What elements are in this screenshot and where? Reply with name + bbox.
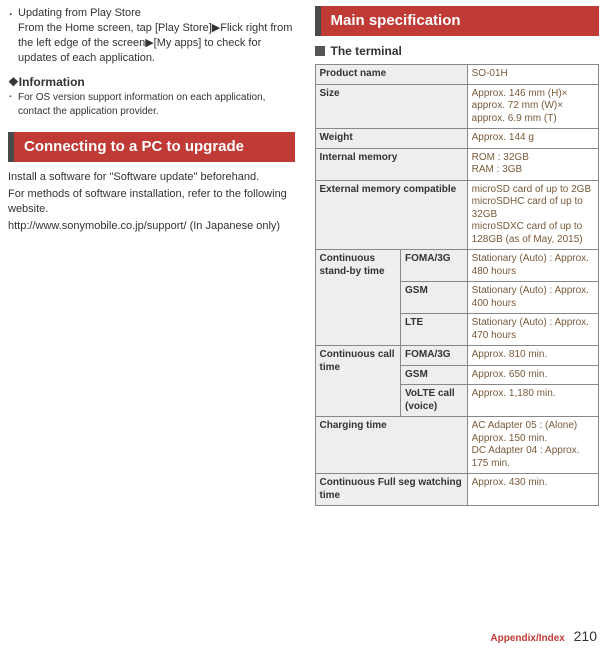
pc-upgrade-p2: For methods of software installation, re… (8, 187, 295, 217)
square-icon (315, 46, 325, 56)
subheading-terminal: The terminal (315, 44, 600, 58)
label-calltime: Continuous call time (315, 346, 401, 417)
value-standby-foma: Stationary (Auto) : Approx. 480 hours (467, 250, 598, 282)
label-internal-memory: Internal memory (315, 148, 467, 180)
footer-page-number: 210 (574, 628, 597, 644)
label-fullseg: Continuous Full seg watching time (315, 474, 467, 506)
update-play-store-body: From the Home screen, tap [Play Store]▶F… (18, 21, 295, 66)
table-row: Size Approx. 146 mm (H)× approx. 72 mm (… (315, 84, 599, 129)
label-product-name: Product name (315, 65, 467, 85)
page-footer: Appendix/Index 210 (490, 628, 597, 644)
bullet-dot-icon: ･ (8, 6, 18, 65)
label-standby-lte: LTE (401, 314, 468, 346)
update-play-store-title: Updating from Play Store (18, 6, 295, 21)
table-row: Continuous Full seg watching time Approx… (315, 474, 599, 506)
value-calltime-volte: Approx. 1,180 min. (467, 385, 598, 417)
label-standby-foma: FOMA/3G (401, 250, 468, 282)
label-charging: Charging time (315, 417, 467, 474)
label-standby-gsm: GSM (401, 282, 468, 314)
value-internal-memory: ROM : 32GBRAM : 3GB (467, 148, 598, 180)
value-standby-gsm: Stationary (Auto) : Approx. 400 hours (467, 282, 598, 314)
information-heading: ❖Information (8, 75, 295, 89)
label-weight: Weight (315, 129, 467, 149)
pc-upgrade-p1: Install a software for "Software update"… (8, 170, 295, 185)
footer-section: Appendix/Index (490, 633, 564, 644)
pc-upgrade-p3: http://www.sonymobile.co.jp/support/ (In… (8, 219, 295, 234)
value-charging: AC Adapter 05 : (Alone) Approx. 150 min.… (467, 417, 598, 474)
table-row: Charging time AC Adapter 05 : (Alone) Ap… (315, 417, 599, 474)
table-row: Product name SO-01H (315, 65, 599, 85)
banner-main-spec: Main specification (315, 6, 600, 36)
table-row: Continuous call time FOMA/3G Approx. 810… (315, 346, 599, 366)
value-standby-lte: Stationary (Auto) : Approx. 470 hours (467, 314, 598, 346)
value-calltime-foma: Approx. 810 min. (467, 346, 598, 366)
table-row: Continuous stand-by time FOMA/3G Station… (315, 250, 599, 282)
value-product-name: SO-01H (467, 65, 598, 85)
value-calltime-gsm: Approx. 650 min. (467, 365, 598, 385)
label-calltime-gsm: GSM (401, 365, 468, 385)
value-fullseg: Approx. 430 min. (467, 474, 598, 506)
value-size: Approx. 146 mm (H)× approx. 72 mm (W)× a… (467, 84, 598, 129)
banner-connecting-pc: Connecting to a PC to upgrade (8, 132, 295, 162)
value-external-memory: microSD card of up to 2GBmicroSDHC card … (467, 180, 598, 250)
label-external-memory: External memory compatible (315, 180, 467, 250)
spec-table: Product name SO-01H Size Approx. 146 mm … (315, 64, 600, 506)
subheading-terminal-text: The terminal (331, 44, 402, 58)
information-bullet: For OS version support information on ea… (18, 91, 295, 118)
table-row: Internal memory ROM : 32GBRAM : 3GB (315, 148, 599, 180)
table-row: Weight Approx. 144 g (315, 129, 599, 149)
label-size: Size (315, 84, 467, 129)
value-weight: Approx. 144 g (467, 129, 598, 149)
label-calltime-volte: VoLTE call (voice) (401, 385, 468, 417)
bullet-dot-icon: ･ (8, 91, 18, 118)
label-standby: Continuous stand-by time (315, 250, 401, 346)
label-calltime-foma: FOMA/3G (401, 346, 468, 366)
table-row: External memory compatible microSD card … (315, 180, 599, 250)
